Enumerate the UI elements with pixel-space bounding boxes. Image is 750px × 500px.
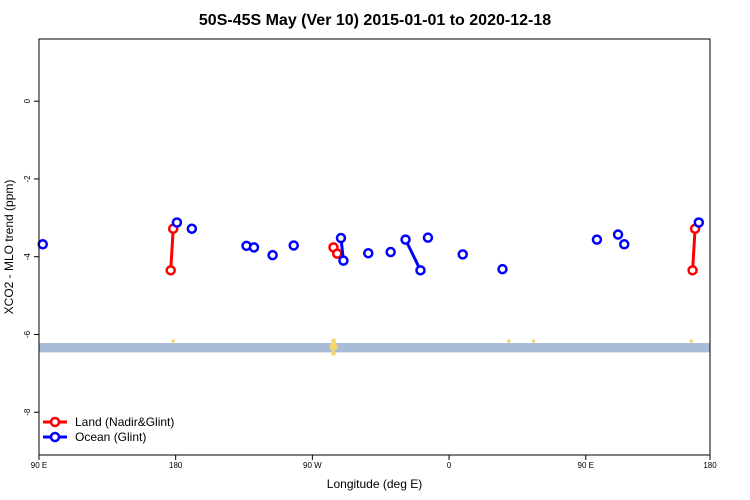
y-tick-label: -2 [23, 175, 32, 183]
y-tick-label: -8 [23, 408, 32, 416]
land-spot [330, 338, 336, 344]
legend-ocean-marker [49, 431, 61, 443]
x-axis: 90 E 180 90 W 0 90 E 180 [31, 455, 717, 470]
y-axis-label: XCO2 - MLO trend (ppm) [2, 180, 16, 315]
x-tick-label: 90 E [31, 461, 47, 470]
y-tick-label: 0 [23, 98, 32, 103]
data-point [331, 248, 343, 259]
data-point [693, 217, 705, 228]
legend-land-label: Land (Nadir&Glint) [75, 415, 174, 429]
data-point [338, 255, 349, 266]
land-spot [506, 339, 511, 343]
chart-title: 50S-45S May (Ver 10) 2015-01-01 to 2020-… [199, 12, 551, 29]
x-axis-label: Longitude (deg E) [327, 477, 422, 491]
x-tick-label: 90 E [578, 461, 594, 470]
land-spot [329, 342, 338, 351]
data-point [363, 247, 374, 259]
data-point [37, 239, 48, 250]
plot-area [37, 217, 710, 356]
land-spot [689, 339, 694, 343]
land-spot [171, 339, 175, 343]
x-tick-label: 90 W [303, 461, 322, 470]
legend: Land (Nadir&Glint) Ocean (Glint) [43, 415, 174, 444]
legend-ocean-label: Ocean (Glint) [75, 430, 146, 444]
x-tick-label: 180 [703, 461, 717, 470]
data-point [335, 232, 347, 244]
data-point [497, 263, 508, 275]
x-tick-label: 180 [169, 461, 183, 470]
data-point [288, 240, 299, 251]
data-point [612, 229, 624, 240]
data-point [267, 249, 278, 261]
series-line [691, 228, 697, 271]
data-point [400, 234, 411, 245]
data-point [385, 246, 396, 258]
legend-land-marker [49, 416, 61, 428]
data-point [186, 223, 198, 234]
data-point [687, 265, 698, 276]
land-mask-band [39, 343, 710, 353]
data-point [165, 265, 176, 276]
y-tick-label: -6 [23, 330, 32, 338]
series-line [404, 238, 422, 271]
data-point [171, 217, 183, 228]
land-spot [330, 350, 336, 356]
data-point [591, 234, 603, 245]
data-point [619, 239, 630, 250]
land-spot [531, 339, 536, 343]
data-point [248, 242, 260, 253]
x-tick-label: 0 [447, 461, 452, 470]
data-point [422, 232, 434, 243]
series-line [169, 228, 175, 271]
y-axis: 0 -2 -4 -6 -8 [23, 98, 39, 416]
data-point [457, 249, 468, 260]
y-tick-label: -4 [23, 253, 32, 261]
plot-frame [38, 38, 711, 456]
data-point [415, 265, 426, 276]
